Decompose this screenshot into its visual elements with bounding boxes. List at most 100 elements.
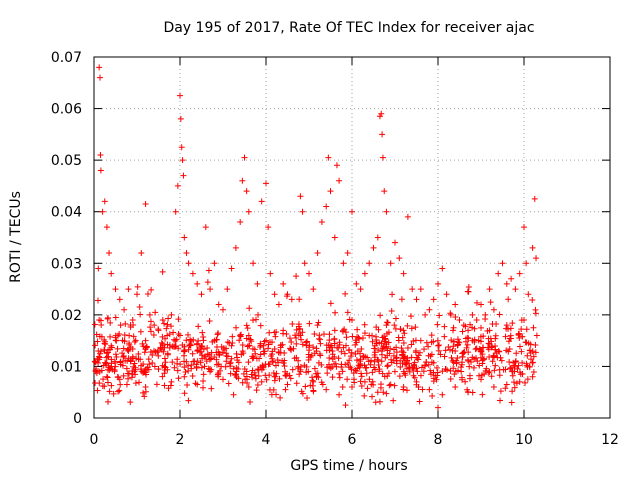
data-point <box>161 355 168 362</box>
data-point <box>352 367 359 374</box>
data-point <box>372 399 379 406</box>
data-point <box>232 244 239 251</box>
data-point <box>270 386 277 393</box>
data-point <box>439 391 446 398</box>
data-point <box>281 357 288 364</box>
data-point <box>124 346 131 353</box>
data-point <box>502 366 509 373</box>
data-point <box>435 280 441 287</box>
data-point <box>97 348 104 355</box>
data-point <box>259 362 266 369</box>
data-point <box>496 372 503 379</box>
data-point <box>126 346 133 353</box>
data-point <box>384 362 391 369</box>
data-point <box>100 376 107 383</box>
data-point <box>150 331 157 338</box>
data-point <box>134 291 140 298</box>
data-point <box>509 320 516 327</box>
data-point <box>265 224 272 231</box>
data-point <box>329 347 336 354</box>
data-point <box>397 325 404 332</box>
data-point <box>464 341 471 348</box>
data-point <box>478 376 484 383</box>
data-point <box>503 347 510 354</box>
data-point <box>233 373 240 380</box>
data-point <box>459 374 465 381</box>
data-point <box>151 322 158 329</box>
data-point <box>164 332 171 339</box>
data-point <box>213 344 220 351</box>
data-point <box>428 351 435 358</box>
data-point <box>462 323 469 330</box>
data-point <box>354 348 361 355</box>
data-point <box>246 305 253 312</box>
data-point <box>516 378 523 385</box>
data-point <box>209 338 216 345</box>
data-point <box>258 378 265 385</box>
data-point <box>304 395 311 402</box>
data-point <box>503 325 510 332</box>
data-point <box>174 356 181 363</box>
data-point <box>313 345 320 352</box>
data-point <box>522 379 529 386</box>
data-point <box>202 224 209 231</box>
data-point <box>393 355 400 362</box>
data-point <box>325 154 332 161</box>
data-point <box>189 350 196 357</box>
data-point <box>158 339 165 346</box>
data-point <box>96 350 103 357</box>
data-point <box>125 286 132 293</box>
data-point <box>492 362 499 369</box>
data-point <box>165 315 172 322</box>
data-point <box>174 367 181 374</box>
data-point <box>364 385 371 392</box>
data-point <box>518 317 525 324</box>
data-point <box>237 333 244 340</box>
data-point <box>155 352 162 359</box>
data-point <box>533 255 540 262</box>
data-point <box>350 376 357 383</box>
data-point <box>317 352 324 359</box>
data-point <box>333 162 340 169</box>
data-point <box>123 365 130 372</box>
data-point <box>452 384 459 391</box>
data-point <box>516 330 523 337</box>
data-point <box>404 213 411 220</box>
data-point <box>397 363 404 370</box>
data-point <box>390 397 397 404</box>
data-point <box>311 365 318 372</box>
data-point <box>379 131 386 138</box>
data-point <box>371 358 378 365</box>
data-point <box>185 362 192 369</box>
data-point <box>175 316 182 323</box>
data-point <box>271 377 278 384</box>
data-point <box>332 309 339 316</box>
data-point <box>183 249 190 256</box>
data-point <box>530 324 537 331</box>
data-point <box>185 331 192 338</box>
data-point <box>106 249 113 256</box>
data-point <box>376 113 383 120</box>
data-point <box>399 334 406 341</box>
data-point <box>262 372 269 379</box>
data-point <box>331 234 338 241</box>
data-point <box>489 343 496 350</box>
data-point <box>142 344 149 351</box>
data-point <box>275 349 282 356</box>
data-point <box>134 283 141 290</box>
data-point <box>266 329 273 336</box>
data-point <box>410 338 417 345</box>
data-point <box>516 369 523 376</box>
data-point <box>400 327 407 334</box>
data-point <box>247 336 254 343</box>
data-point <box>464 386 471 393</box>
data-point <box>529 359 536 366</box>
data-point <box>523 360 530 367</box>
data-point <box>505 296 512 303</box>
data-point <box>327 300 334 307</box>
data-point <box>398 296 405 303</box>
data-point <box>140 389 147 396</box>
data-point <box>96 368 103 375</box>
data-point <box>223 352 230 359</box>
data-point <box>283 330 290 337</box>
